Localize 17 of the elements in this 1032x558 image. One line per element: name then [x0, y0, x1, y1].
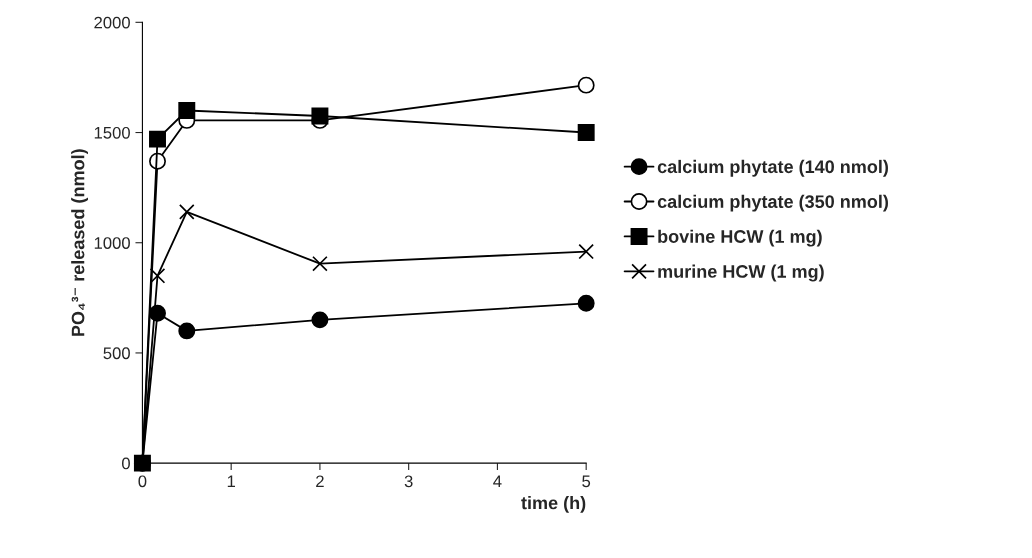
- y-tick-label: 0: [121, 457, 130, 470]
- x-tick-label: 5: [582, 475, 591, 488]
- x-tick-label: 4: [493, 475, 502, 488]
- y-tick-label: 1500: [94, 126, 130, 139]
- y-tick-label: 500: [103, 347, 130, 360]
- y-tick-label: 2000: [94, 16, 130, 29]
- y-tick-label: 1000: [94, 237, 130, 249]
- legend-label: bovine HCW (1 mg): [658, 229, 822, 247]
- legend-label: murine HCW (1 mg): [658, 264, 824, 282]
- legend-label: calcium phytate (140 nmol): [657, 159, 888, 177]
- x-axis-title: time (h): [521, 496, 586, 513]
- x-tick-label: 0: [138, 475, 147, 488]
- x-tick-label: 2: [316, 475, 324, 488]
- x-tick-label: 3: [404, 475, 413, 488]
- x-tick-label: 1: [227, 475, 235, 488]
- legend-label: calcium phytate (350 nmol): [657, 194, 888, 212]
- y-axis-title: PO₄³⁻ released (nmol): [71, 149, 88, 336]
